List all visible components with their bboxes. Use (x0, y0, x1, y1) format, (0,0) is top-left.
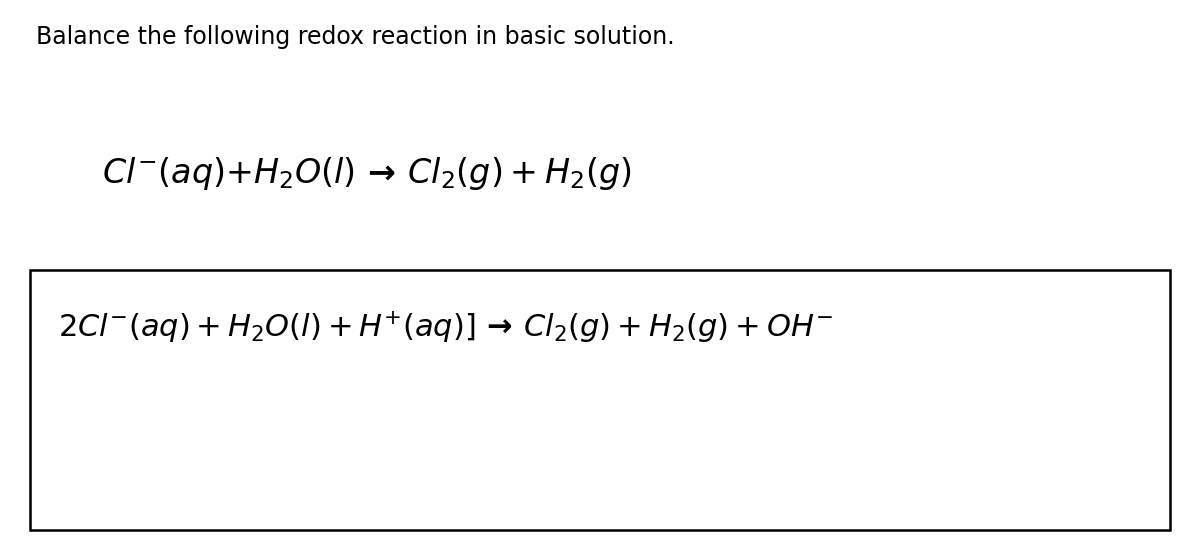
Text: $\mathit{2Cl}^{-}\mathit{(aq) + H_2O(l) + H}^{+}\mathit{(aq)]}\,\mathbf{\rightar: $\mathit{2Cl}^{-}\mathit{(aq) + H_2O(l) … (58, 310, 833, 345)
Text: Balance the following redox reaction in basic solution.: Balance the following redox reaction in … (36, 25, 674, 49)
Text: $\mathit{Cl}^{-}\mathit{(aq)}\mathit{+H_2O(l)}\,\mathbf{\rightarrow}\,\mathit{Cl: $\mathit{Cl}^{-}\mathit{(aq)}\mathit{+H_… (102, 155, 631, 192)
Bar (30, 270, 1170, 530)
